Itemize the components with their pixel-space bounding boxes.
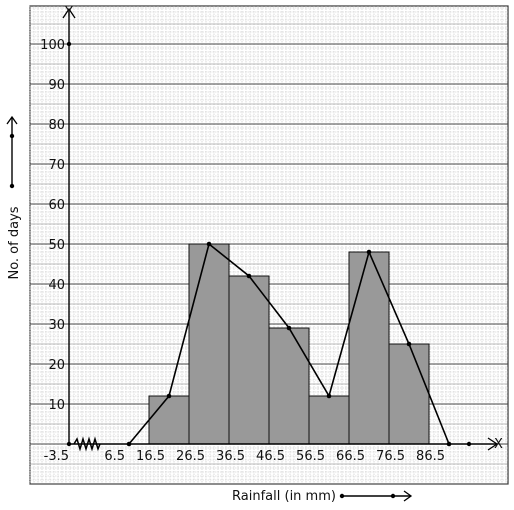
frequency-polygon-point xyxy=(366,249,372,255)
x-direction-dot xyxy=(339,493,345,499)
x-tick-label: 56.5 xyxy=(296,449,325,464)
frequency-polygon-point xyxy=(206,241,212,247)
histogram-bar xyxy=(188,243,230,445)
x-direction-arrowhead xyxy=(403,490,413,502)
axis-labels: Rainfall (in mm) No. of days X Y xyxy=(6,5,503,504)
axes xyxy=(62,7,499,452)
y-tick-label: 100 xyxy=(40,38,65,53)
tick-labels: -3.5 6.5 16.5 26.5 36.5 46.5 56.5 66.5 76.5 86.5 1… xyxy=(40,38,445,464)
x-tick-label: 6.5 xyxy=(104,449,125,464)
y-axis-title: No. of days xyxy=(7,206,22,279)
frequency-polygon-point xyxy=(446,441,452,447)
histogram-bar xyxy=(228,275,270,445)
origin-dot xyxy=(66,441,72,447)
histogram-bars xyxy=(148,243,430,445)
y-tick-label: 80 xyxy=(48,118,65,133)
x-axis-title: Rainfall (in mm) xyxy=(232,489,336,504)
x-direction-dot xyxy=(390,493,396,499)
x-end-dot xyxy=(466,441,472,447)
x-tick-label: 86.5 xyxy=(416,449,445,464)
y-top-dot xyxy=(66,41,72,47)
frequency-polygon-point xyxy=(326,393,332,399)
frequency-polygon-point xyxy=(126,441,132,447)
x-tick-label: 16.5 xyxy=(136,449,165,464)
x-tick-label: 46.5 xyxy=(256,449,285,464)
frequency-polygon-point xyxy=(406,341,412,347)
y-tick-label: 60 xyxy=(48,198,65,213)
frequency-polygon-point xyxy=(246,273,252,279)
y-tick-label: 30 xyxy=(48,318,65,333)
y-direction-dot xyxy=(9,183,15,189)
frequency-polygon xyxy=(126,241,452,447)
y-tick-label: 10 xyxy=(48,398,65,413)
y-tick-label: 90 xyxy=(48,78,65,93)
y-tick-label: 50 xyxy=(48,238,65,253)
histogram-bar xyxy=(308,395,350,445)
histogram-bar xyxy=(388,343,430,445)
frequency-polygon-point xyxy=(166,393,172,399)
y-axis-arrowhead xyxy=(62,7,76,19)
x-axis-letter: X xyxy=(494,437,503,452)
y-direction-arrowhead xyxy=(6,115,18,125)
histogram-bar xyxy=(348,251,390,445)
x-tick-label: 36.5 xyxy=(216,449,245,464)
y-tick-label: 70 xyxy=(48,158,65,173)
histogram-bar xyxy=(148,395,190,445)
frequency-polygon-point xyxy=(286,325,292,331)
y-axis-letter: Y xyxy=(64,5,73,20)
y-tick-label: 20 xyxy=(48,358,65,373)
histogram-bar xyxy=(268,327,310,445)
axis-break-zigzag xyxy=(73,436,101,452)
x-tick-label: 66.5 xyxy=(336,449,365,464)
y-tick-label: 40 xyxy=(48,278,65,293)
y-direction-dot xyxy=(9,133,15,139)
x-tick-label: 76.5 xyxy=(376,449,405,464)
x-tick-label: 26.5 xyxy=(176,449,205,464)
x-tick-label: -3.5 xyxy=(44,449,69,464)
x-axis-arrowhead xyxy=(487,437,499,451)
